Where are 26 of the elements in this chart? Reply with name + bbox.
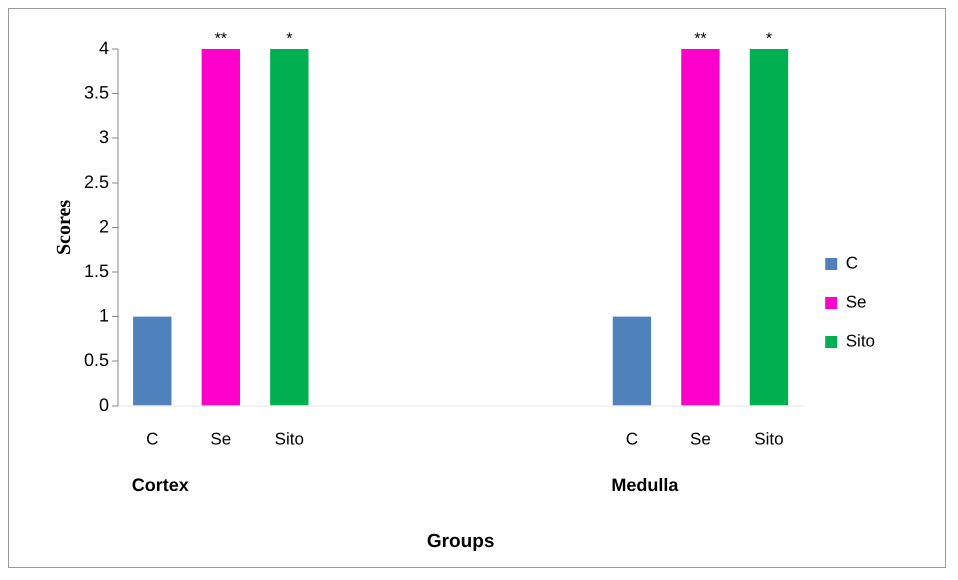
y-tick-label: 0	[99, 394, 110, 415]
data-label: *	[286, 30, 292, 48]
legend-label: C	[846, 254, 858, 273]
y-tick-label: 2.5	[84, 172, 110, 192]
y-tick-label: 0.5	[84, 350, 110, 370]
y-tick-label: 3.5	[84, 82, 110, 103]
data-label: *	[766, 30, 772, 48]
x-tick-label: Se	[690, 430, 711, 449]
y-tick-label: 2	[99, 216, 110, 236]
x-tick-label: C	[146, 430, 158, 449]
x-tick-label: Se	[210, 430, 232, 449]
x-axis-title: Groups	[426, 530, 494, 552]
x-tick-label: C	[626, 430, 638, 449]
text: Cortex	[132, 474, 189, 495]
legend-label: Sito	[846, 332, 876, 351]
x-tick-label: Sito	[754, 430, 784, 449]
y-tick-label: 1.5	[84, 260, 110, 281]
data-label: **	[214, 30, 228, 48]
text: Medulla	[611, 474, 680, 495]
data-label: **	[694, 30, 707, 48]
y-tick-label: 4	[99, 38, 110, 58]
y-tick-label: 3	[99, 127, 110, 148]
y-axis-title: Scores	[53, 200, 76, 255]
legend-label: Se	[846, 292, 867, 312]
x-tick-label: Sito	[274, 430, 304, 449]
y-tick-label: 1	[99, 306, 110, 326]
